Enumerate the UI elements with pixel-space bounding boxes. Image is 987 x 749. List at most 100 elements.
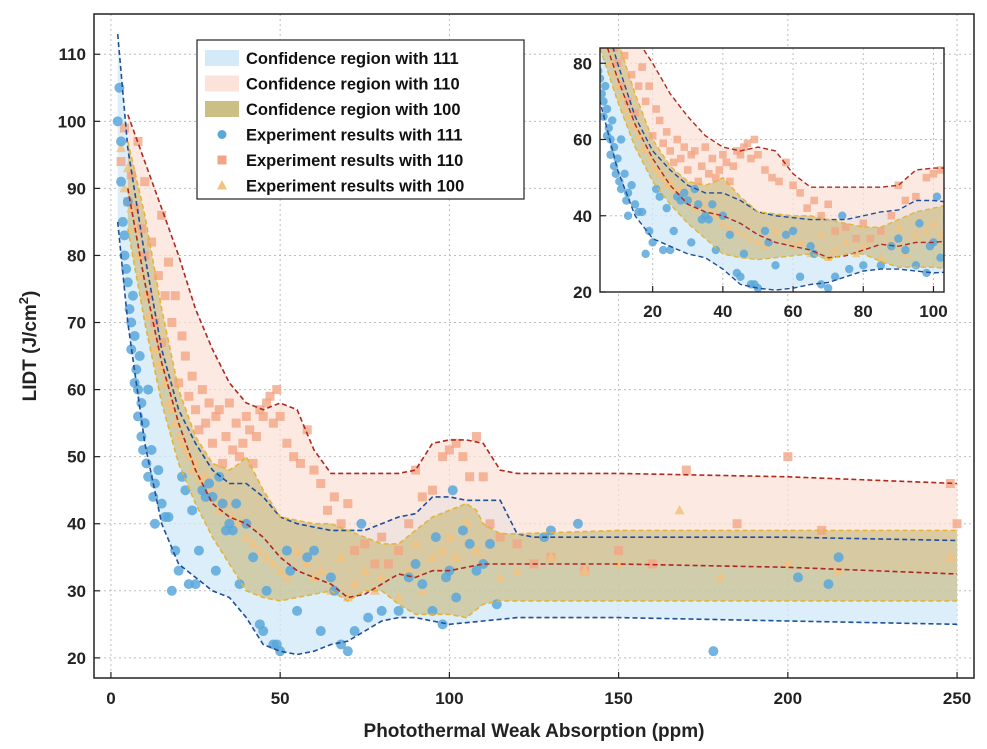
main-point-1-26 bbox=[197, 385, 207, 395]
main-point-0-99 bbox=[793, 572, 803, 583]
inset-point-2-13 bbox=[634, 131, 643, 140]
inset-point-2-36 bbox=[746, 234, 756, 242]
inset-y-ticks: 20 40 60 80 bbox=[573, 54, 606, 302]
inset-point-1-64 bbox=[866, 234, 875, 243]
main-ytick-label-7: 90 bbox=[67, 179, 86, 198]
inset-point-0-87 bbox=[932, 192, 942, 201]
inset-point-1-20 bbox=[652, 105, 660, 113]
inset-point-2-15 bbox=[641, 146, 650, 155]
main-point-1-43 bbox=[255, 405, 265, 415]
main-point-1-4 bbox=[130, 204, 140, 214]
inset-point-1-36 bbox=[708, 154, 717, 163]
main-point-1-30 bbox=[211, 411, 221, 421]
inset-band-0-lower-line bbox=[600, 97, 944, 291]
main-point-2-1 bbox=[119, 182, 130, 193]
inset-point-2-38 bbox=[760, 241, 770, 250]
inset-point-0-46 bbox=[680, 188, 689, 198]
main-point-0-69 bbox=[315, 626, 326, 637]
main-y-ticks: 20 30 40 50 60 70 80 90 100 110 bbox=[58, 45, 100, 668]
main-point-2-18 bbox=[177, 437, 187, 448]
main-point-2-38 bbox=[281, 571, 292, 582]
main-point-1-56 bbox=[323, 505, 333, 515]
main-point-1-17 bbox=[167, 318, 177, 328]
main-point-0-91 bbox=[471, 565, 482, 576]
inset-point-1-63 bbox=[859, 219, 868, 228]
main-xtick-label-1: 50 bbox=[271, 689, 290, 708]
inset-point-0-69 bbox=[795, 272, 805, 281]
y-axis-label: LIDT (J/cm2) bbox=[16, 291, 41, 402]
main-point-0-55 bbox=[234, 579, 245, 590]
inset-point-0-74 bbox=[830, 272, 840, 281]
main-point-1-59 bbox=[343, 499, 353, 509]
inset-point-1-30 bbox=[687, 150, 696, 159]
inset-point-2-32 bbox=[718, 218, 728, 227]
main-point-1-75 bbox=[471, 432, 481, 442]
main-point-2-50 bbox=[393, 592, 404, 602]
main-point-1-47 bbox=[268, 418, 278, 428]
main-point-0-53 bbox=[227, 525, 238, 536]
main-point-0-9 bbox=[122, 277, 133, 288]
inset-point-1-47 bbox=[747, 154, 755, 163]
main-point-1-20 bbox=[177, 331, 187, 341]
main-point-2-35 bbox=[261, 551, 272, 562]
main-point-0-27 bbox=[146, 444, 157, 455]
inset-point-1-43 bbox=[733, 147, 741, 155]
main-point-2-20 bbox=[183, 451, 194, 461]
inset-point-1-61 bbox=[841, 223, 850, 231]
main-point-0-26 bbox=[143, 384, 154, 395]
main-point-1-25 bbox=[194, 425, 204, 435]
main-point-1-8 bbox=[140, 250, 150, 260]
main-ytick-label-8: 100 bbox=[58, 112, 86, 131]
main-point-1-69 bbox=[427, 485, 437, 495]
legend-label-0: Confidence region with 111 bbox=[246, 50, 459, 68]
main-point-0-24 bbox=[141, 458, 152, 469]
inset-point-0-11 bbox=[600, 97, 608, 106]
main-point-0-74 bbox=[349, 626, 360, 637]
main-point-1-85 bbox=[681, 465, 691, 475]
main-xtick-label-4: 200 bbox=[774, 689, 802, 708]
main-point-1-78 bbox=[495, 532, 505, 542]
inset-point-1-58 bbox=[817, 211, 825, 220]
main-point-2-63 bbox=[545, 551, 556, 562]
inset-point-1-53 bbox=[782, 158, 790, 167]
inset-point-0-40 bbox=[658, 245, 668, 255]
main-point-2-21 bbox=[187, 464, 198, 475]
inset-point-2-8 bbox=[616, 92, 626, 101]
inset-point-2-6 bbox=[609, 70, 619, 79]
main-point-1-54 bbox=[309, 465, 319, 475]
inset-point-2-47 bbox=[841, 237, 850, 246]
inset-point-0-64 bbox=[760, 226, 770, 236]
inset-point-2-19 bbox=[655, 169, 664, 178]
inset-point-1-41 bbox=[726, 177, 734, 186]
main-point-0-98 bbox=[708, 646, 719, 657]
main-point-0-84 bbox=[437, 619, 448, 630]
inset-point-0-70 bbox=[806, 242, 815, 251]
legend-swatch-3 bbox=[217, 130, 227, 139]
inset-point-2-35 bbox=[739, 230, 749, 239]
main-point-0-70 bbox=[325, 572, 336, 583]
main-point-2-8 bbox=[143, 310, 154, 320]
inset-x-ticks: 20 40 60 80 100 bbox=[643, 286, 948, 321]
inset-point-0-73 bbox=[823, 283, 833, 292]
main-point-2-54 bbox=[427, 551, 438, 562]
inset-point-0-25 bbox=[616, 184, 626, 194]
main-point-1-67 bbox=[411, 465, 421, 475]
inset-point-0-24 bbox=[615, 177, 624, 186]
inset-point-1-57 bbox=[810, 196, 818, 205]
main-point-2-55 bbox=[437, 545, 448, 555]
inset-band-1-lower-line bbox=[606, 48, 944, 259]
main-point-1-71 bbox=[444, 445, 454, 455]
legend-swatch-2 bbox=[205, 101, 239, 117]
main-point-0-49 bbox=[214, 471, 225, 482]
main-band-lines bbox=[116, 34, 958, 656]
main-point-2-10 bbox=[149, 343, 160, 354]
inset-xtick-label-4: 100 bbox=[919, 302, 947, 321]
legend-label-4: Experiment results with 110 bbox=[246, 152, 463, 170]
main-point-0-15 bbox=[129, 330, 140, 341]
main-point-0-31 bbox=[153, 465, 164, 476]
main-point-2-17 bbox=[173, 431, 184, 441]
main-point-2-33 bbox=[248, 538, 259, 548]
legend-label-3: Experiment results with 111 bbox=[246, 127, 462, 145]
inset-ytick-label-1: 40 bbox=[573, 207, 592, 226]
main-point-2-32 bbox=[241, 531, 252, 542]
